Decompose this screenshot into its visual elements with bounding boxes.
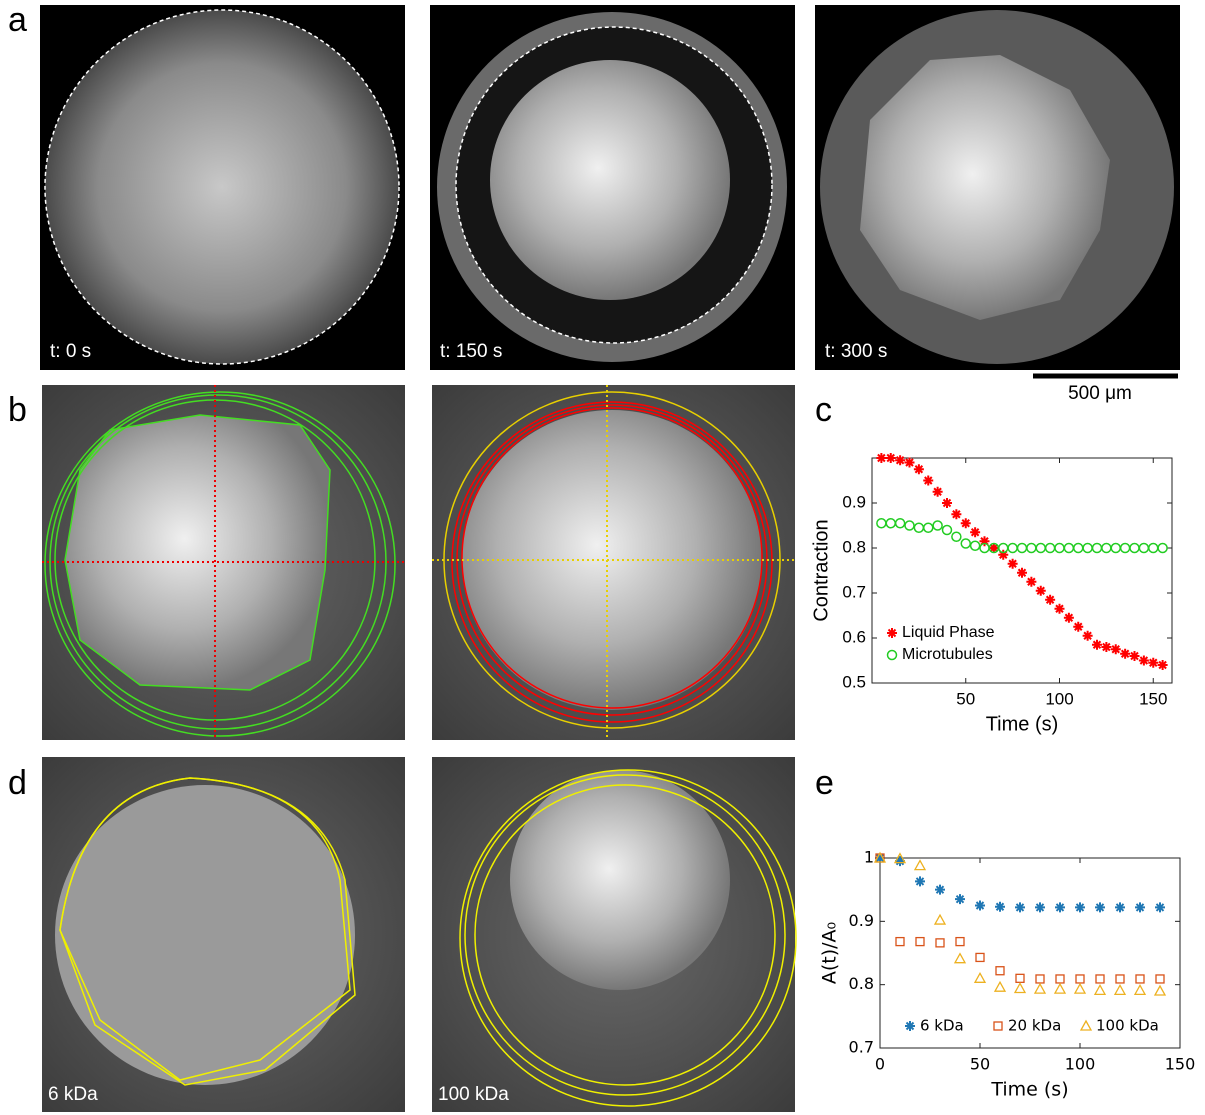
image-d2	[432, 757, 796, 1112]
panel-label: b	[8, 391, 27, 429]
point	[933, 487, 943, 497]
point	[1026, 577, 1036, 587]
point	[923, 476, 933, 486]
image-a2	[430, 5, 795, 370]
x-axis-label: Time (s)	[990, 1079, 1068, 1101]
y-axis-label: Contraction	[810, 519, 832, 621]
y-tick-label: 0.6	[842, 627, 866, 646]
point	[886, 453, 896, 463]
image-a3	[815, 5, 1180, 370]
legend-label: 100 kDa	[1096, 1017, 1159, 1035]
point	[1101, 642, 1111, 652]
y-tick-label: 1	[864, 848, 874, 867]
point	[1139, 656, 1149, 666]
panel-label: c	[815, 391, 832, 429]
y-tick-label: 0.7	[849, 1038, 874, 1057]
figure: a b c d e t: 0 s t: 150 s t: 300 s 6 kDa…	[0, 0, 1205, 1115]
x-tick-label: 0	[875, 1055, 885, 1074]
point	[1130, 651, 1140, 661]
y-axis-label: A(t)/A₀	[819, 922, 841, 984]
image-b2	[432, 385, 795, 740]
legend-marker	[887, 628, 897, 638]
point	[914, 464, 924, 474]
x-axis-label: Time (s)	[986, 713, 1059, 735]
x-tick-label: 100	[1065, 1055, 1096, 1074]
x-tick-label: 50	[956, 689, 975, 708]
y-tick-label: 0.8	[842, 537, 866, 556]
image-b1	[42, 385, 405, 740]
y-tick-label: 0.9	[849, 911, 874, 930]
point	[1075, 902, 1085, 912]
point	[895, 455, 905, 465]
point	[1135, 902, 1145, 912]
point	[915, 876, 925, 886]
point	[1045, 595, 1055, 605]
point	[951, 509, 961, 519]
point	[1073, 622, 1083, 632]
chart: 0 50 100 150 0.7 0.8 0.9 1 Time (s) A(t)/A₀ 6 kDa 2…	[819, 848, 1196, 1101]
y-tick-label: 0.5	[842, 672, 866, 691]
point	[1115, 902, 1125, 912]
point	[975, 901, 985, 911]
x-tick-label: 50	[970, 1055, 990, 1074]
point	[995, 902, 1005, 912]
point	[1095, 902, 1105, 912]
point	[1092, 640, 1102, 650]
panel-label: e	[815, 764, 834, 802]
point	[1055, 604, 1065, 614]
scale-bar-label: 500 μm	[1068, 383, 1132, 404]
point	[970, 527, 980, 537]
point	[905, 458, 915, 468]
panel-label: a	[8, 1, 27, 39]
point	[876, 453, 886, 463]
point	[1148, 658, 1158, 668]
legend-marker	[905, 1021, 915, 1031]
image-d1	[42, 757, 405, 1112]
panel-label: d	[8, 764, 27, 802]
point	[1083, 631, 1093, 641]
x-tick-label: 150	[1165, 1055, 1196, 1074]
point	[1111, 644, 1121, 654]
y-tick-label: 0.8	[849, 974, 874, 993]
image-label: t: 0 s	[50, 341, 91, 362]
point	[1036, 586, 1046, 596]
point	[1017, 568, 1027, 578]
point	[1155, 902, 1165, 912]
y-tick-label: 0.9	[842, 492, 866, 511]
legend-label: 6 kDa	[920, 1017, 964, 1035]
image-label: t: 300 s	[825, 341, 887, 362]
point	[942, 498, 952, 508]
chart: 50 100 150 0.5 0.6 0.7 0.8 0.9 Time (s) Contracti…	[810, 453, 1172, 735]
point	[1015, 902, 1025, 912]
point	[1064, 613, 1074, 623]
image-label: t: 150 s	[440, 341, 502, 362]
point	[935, 885, 945, 895]
point	[961, 518, 971, 528]
x-tick-label: 150	[1139, 689, 1167, 708]
y-tick-label: 0.7	[842, 582, 866, 601]
point	[1008, 559, 1018, 569]
image-label: 6 kDa	[48, 1084, 98, 1105]
legend-label: Liquid Phase	[902, 624, 995, 641]
point	[1120, 649, 1130, 659]
legend-label: Microtubules	[902, 646, 993, 663]
point	[1158, 660, 1168, 670]
legend-label: 20 kDa	[1008, 1017, 1061, 1035]
image-label: 100 kDa	[438, 1084, 509, 1105]
point	[1035, 902, 1045, 912]
image-a1	[40, 5, 405, 370]
point	[1055, 902, 1065, 912]
x-tick-label: 100	[1045, 689, 1073, 708]
point	[955, 894, 965, 904]
